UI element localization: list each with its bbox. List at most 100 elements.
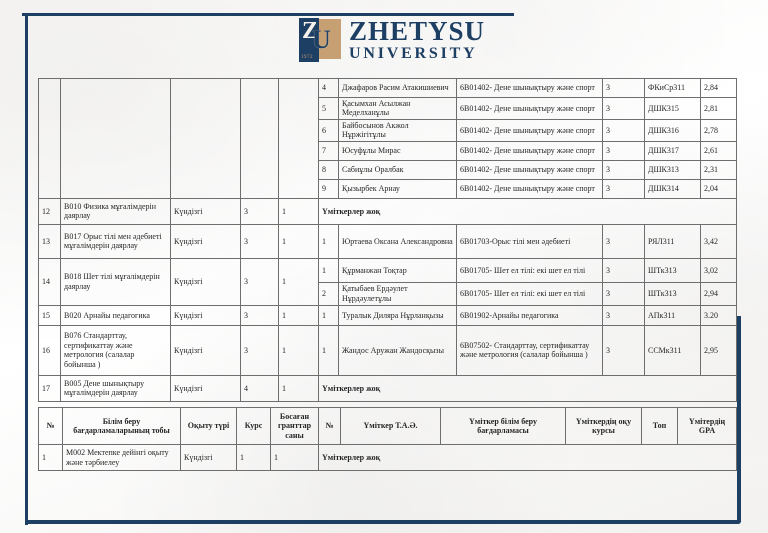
table-row: 4 Джафаров Расим Атакишиевич 6В01402- Де… xyxy=(38,78,737,199)
empty-cell xyxy=(38,78,61,199)
candidate-program-cell: 6В01402- Дене шынықтыру және спорт xyxy=(456,97,603,120)
table-row: 15 B020 Арнайы педагогика Күндізгі 3 1 1… xyxy=(38,304,737,326)
candidate-course-cell: 3 xyxy=(602,159,645,180)
candidate-num-cell: 1 xyxy=(318,223,339,259)
study-form-cell: Күндізгі xyxy=(170,223,241,259)
candidate-course-cell: 3 xyxy=(602,118,645,142)
study-form-cell: Күндізгі xyxy=(170,324,241,376)
course-cell: 3 xyxy=(240,223,279,259)
header-course: Курс xyxy=(236,407,271,445)
candidate-gpa-cell: 3.20 xyxy=(700,304,737,326)
no-candidates-note: Үміткерлер жоқ xyxy=(318,374,737,402)
candidate-group-cell: ДШК315 xyxy=(644,97,701,120)
candidate-name-cell: Қызырбек Арнау xyxy=(338,178,457,199)
zu-monogram-icon: Z U 1972 xyxy=(299,18,341,62)
header-gpa: Үмітердің GPA xyxy=(677,407,737,445)
grants-cell: 1 xyxy=(278,197,319,225)
candidate-group-cell: ДШК316 xyxy=(644,118,701,142)
candidate-num-cell: 6 xyxy=(318,118,339,142)
candidate-num-cell: 2 xyxy=(318,281,339,306)
table-row: 5 Қасымхан Асылжан Меделханұлы 6В01402- … xyxy=(39,97,737,120)
course-cell: 3 xyxy=(240,257,279,306)
row-num-cell: 17 xyxy=(38,374,61,402)
logo-subname: UNIVERSITY xyxy=(349,45,478,62)
empty-cell xyxy=(170,78,241,199)
candidate-num-cell: 5 xyxy=(318,97,339,120)
table-row: 17 B005 Дене шынықтыру мұғалімдерін даяр… xyxy=(38,374,737,402)
study-form-cell: Күндізгі xyxy=(180,444,237,471)
candidate-program-cell: 6В07502- Стандарттау, сертификаттау және… xyxy=(456,324,603,376)
candidate-course-cell: 3 xyxy=(602,223,645,259)
header-candidate-program: Үміткер білім беру бағдарламасы xyxy=(440,407,566,445)
no-candidates-note: Үміткерлер жоқ xyxy=(318,444,737,471)
candidate-num-cell: 7 xyxy=(318,140,339,161)
candidate-name-cell: Қатыбаев Ердәулет Нұрдәулетұлы xyxy=(338,281,457,306)
study-form-cell: Күндізгі xyxy=(170,374,241,402)
course-cell: 1 xyxy=(236,444,271,471)
program-group-cell: B020 Арнайы педагогика xyxy=(60,304,171,326)
candidate-gpa-cell: 2,95 xyxy=(700,324,737,376)
university-logo: Z U 1972 ZHETYSU UNIVERSITY xyxy=(299,18,485,62)
course-cell: 3 xyxy=(240,324,279,376)
grants-cell: 1 xyxy=(278,257,319,306)
candidate-gpa-cell: 3,02 xyxy=(700,257,737,283)
table-row: 9 Қызырбек Арнау 6В01402- Дене шынықтыру… xyxy=(39,178,737,199)
header-candidate-name: Үміткер Т.А.Ә. xyxy=(340,407,441,445)
candidate-program-cell: 6В01402- Дене шынықтыру және спорт xyxy=(456,140,603,161)
candidate-gpa-cell: 2,94 xyxy=(700,281,737,306)
candidate-group-cell: ДШК314 xyxy=(644,178,701,199)
candidate-gpa-cell: 2,04 xyxy=(700,178,737,199)
candidate-name-cell: Туралык Диляра Нұрланқызы xyxy=(338,304,457,326)
header-study-form: Оқыту түрі xyxy=(180,407,237,445)
candidate-course-cell: 3 xyxy=(602,97,645,120)
empty-cell xyxy=(278,78,319,199)
grants-cell: 1 xyxy=(278,374,319,402)
candidate-group-cell: ДШК317 xyxy=(644,140,701,161)
grants-cell: 1 xyxy=(278,324,319,376)
header-candidate-course: Үміткердің оқу курсы xyxy=(565,407,642,445)
candidate-gpa-cell: 2,61 xyxy=(700,140,737,161)
candidate-program-cell: 6В01402- Дене шынықтыру және спорт xyxy=(456,78,603,98)
study-form-cell: Күндізгі xyxy=(170,257,241,306)
candidate-course-cell: 3 xyxy=(602,281,645,306)
preschool-allocation-table: № Білім беру бағдарламаларының тобы Оқыт… xyxy=(38,407,737,471)
row-num-cell: 12 xyxy=(38,197,61,225)
candidate-program-cell: 6В01705- Шет ел тілі: екі шет ел тілі xyxy=(456,257,603,283)
candidate-name-cell: Юсуфұлы Мирас xyxy=(338,140,457,161)
candidate-group-cell: ССМк311 xyxy=(644,324,701,376)
candidate-name-cell: Джафаров Расим Атакишиевич xyxy=(338,78,457,98)
frame-left-line xyxy=(25,13,28,525)
monogram-year: 1972 xyxy=(301,55,313,60)
table-row: 1 М002 Мектепке дейінгі оқыту және тәрби… xyxy=(38,444,737,471)
row-num-cell: 14 xyxy=(38,257,61,306)
candidate-name-cell: Құрманжан Тоқтар xyxy=(338,257,457,283)
candidate-name-cell: Юртаева Оксана Александровна xyxy=(338,223,457,259)
candidate-course-cell: 3 xyxy=(602,78,645,98)
candidate-gpa-cell: 2,81 xyxy=(700,97,737,120)
program-group-cell: М002 Мектепке дейінгі оқыту және тәрбиел… xyxy=(62,444,181,471)
course-cell: 3 xyxy=(240,197,279,225)
header-grants: Босаған гранттар саны xyxy=(270,407,319,445)
candidate-program-cell: 6В01402- Дене шынықтыру және спорт xyxy=(456,118,603,142)
header-program-group: Білім беру бағдарламаларының тобы xyxy=(62,407,181,445)
candidate-course-cell: 3 xyxy=(602,304,645,326)
candidate-group-cell: ФКиСр311 xyxy=(644,78,701,98)
candidate-course-cell: 3 xyxy=(602,140,645,161)
program-group-cell: B005 Дене шынықтыру мұғалімдерін даярлау xyxy=(60,374,171,402)
candidate-name-cell: Байбосынов Акжол Нұржігітұлы xyxy=(338,118,457,142)
candidate-gpa-cell: 2,78 xyxy=(700,118,737,142)
study-form-cell: Күндізгі xyxy=(170,304,241,326)
candidate-course-cell: 3 xyxy=(602,178,645,199)
candidate-program-cell: 6В01902-Арнайы педагогика xyxy=(456,304,603,326)
candidate-group-cell: ШТк313 xyxy=(644,257,701,283)
header-group: Топ xyxy=(641,407,678,445)
candidate-num-cell: 4 xyxy=(318,78,339,98)
candidate-program-cell: 6В01402- Дене шынықтыру және спорт xyxy=(456,178,603,199)
candidate-group-cell: АПк311 xyxy=(644,304,701,326)
row-num-cell: 1 xyxy=(38,444,63,471)
candidate-name-cell: Қасымхан Асылжан Меделханұлы xyxy=(338,97,457,120)
logo-name: ZHETYSU xyxy=(349,16,486,46)
table-row: 16 B076 Стандарттау, сертификаттау және … xyxy=(38,324,737,376)
candidate-group-cell: РЯЛ311 xyxy=(644,223,701,259)
